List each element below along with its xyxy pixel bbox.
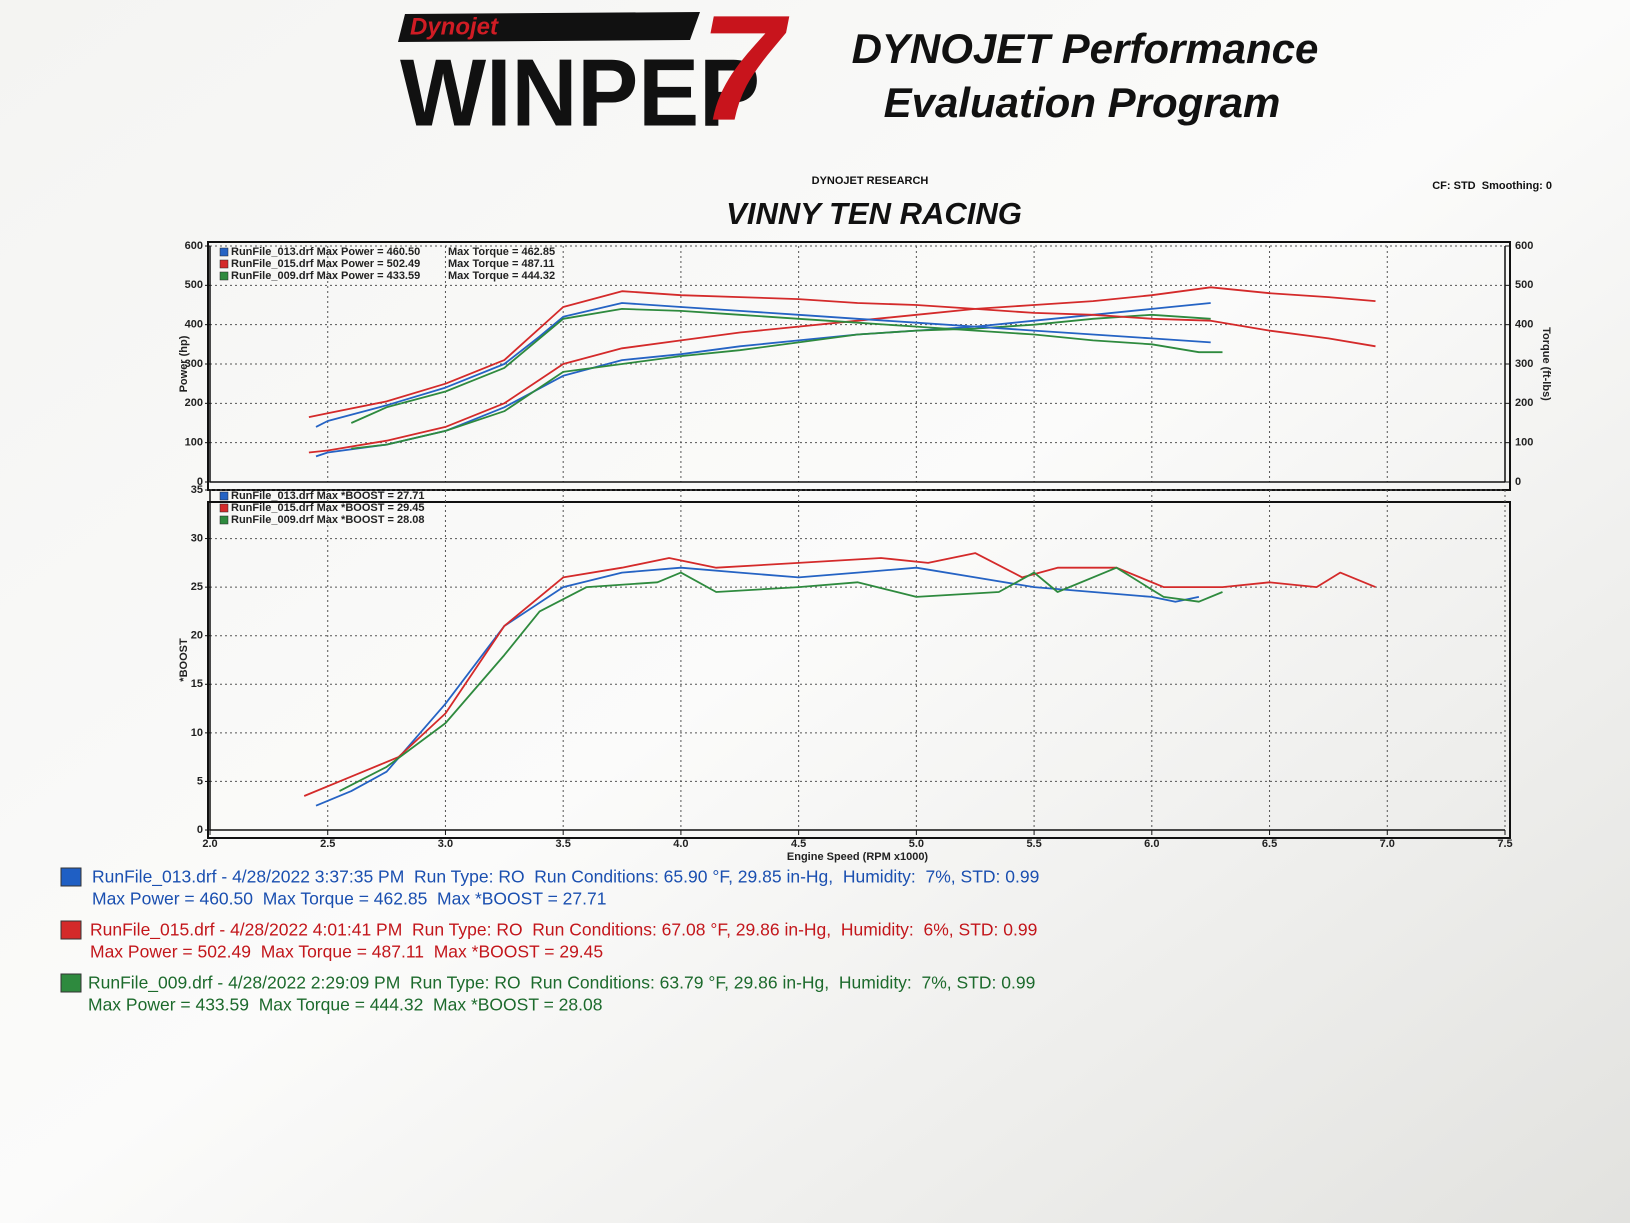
legend-entry: RunFile_015.drf Max Power = 502.49 — [231, 258, 420, 270]
legend-swatch — [219, 247, 229, 257]
y-tick-label: 0 — [197, 824, 203, 836]
series-line — [315, 302, 1211, 428]
x-tick-label: 6.5 — [1262, 838, 1277, 850]
y-tick-label: 20 — [191, 630, 203, 642]
x-tick-label: 3.5 — [556, 838, 571, 850]
legend-swatch — [219, 271, 229, 281]
y2-axis-label: Torque (ft-lbs) — [1540, 327, 1552, 401]
y-tick-label: 15 — [191, 678, 203, 690]
logo-banner — [398, 12, 700, 42]
y-axis-label: Power (hp) — [178, 335, 190, 392]
header-subtitle: Evaluation Program — [884, 79, 1281, 126]
x-tick-label: 6.0 — [1144, 838, 1159, 850]
y2-tick-label: 200 — [1515, 397, 1533, 409]
logo-brand: Dynojet — [410, 13, 499, 40]
y2-tick-label: 400 — [1515, 319, 1533, 331]
x-axis-label: Engine Speed (RPM x1000) — [787, 851, 929, 863]
run-swatch — [60, 867, 82, 887]
x-tick-label: 2.0 — [202, 838, 217, 850]
x-tick-label: 5.0 — [909, 838, 924, 850]
y-tick-label: 25 — [191, 581, 203, 593]
chart-frame — [207, 241, 1511, 491]
run-details: RunFile_009.drf - 4/28/2022 2:29:09 PM R… — [88, 973, 1035, 994]
run-swatch — [60, 920, 82, 940]
legend-swatch — [219, 503, 229, 513]
legend-entry: RunFile_009.drf Max *BOOST = 28.08 — [231, 514, 425, 526]
y-tick-label: 600 — [185, 240, 203, 252]
logo: Dynojet WINPEP 7 — [398, 0, 790, 152]
x-tick-label: 2.5 — [320, 838, 335, 850]
y-tick-label: 0 — [197, 476, 203, 488]
series-line — [303, 552, 1376, 797]
legend-swatch — [219, 491, 229, 501]
settings: CF: STD Smoothing: 0 — [1432, 180, 1552, 192]
x-tick-label: 7.0 — [1380, 838, 1395, 850]
y-axis-label: *BOOST — [178, 638, 190, 682]
y-tick-label: 100 — [185, 437, 203, 449]
x-tick-label: 4.0 — [673, 838, 688, 850]
series-line — [315, 566, 1200, 807]
run-summary: Max Power = 502.49 Max Torque = 487.11 M… — [90, 942, 603, 962]
charts: 01002003004005006000100200300400500600Po… — [178, 240, 1552, 863]
y-tick-label: 500 — [185, 279, 203, 291]
legend-entry: RunFile_013.drf Max Power = 460.50 — [231, 246, 420, 258]
logo-main: WINPEP — [400, 39, 760, 146]
legend-entry: Max Torque = 487.11 — [448, 258, 555, 270]
legend-entry: RunFile_013.drf Max *BOOST = 27.71 — [231, 490, 425, 502]
y2-tick-label: 0 — [1515, 476, 1521, 488]
series-line — [308, 290, 1376, 418]
y-tick-label: 35 — [191, 484, 203, 496]
run-details: RunFile_015.drf - 4/28/2022 4:01:41 PM R… — [90, 920, 1037, 941]
report-title: VINNY TEN RACING — [726, 196, 1022, 231]
series-line — [339, 566, 1223, 792]
x-tick-label: 4.5 — [791, 838, 806, 850]
run-summary: Max Power = 433.59 Max Torque = 444.32 M… — [88, 995, 602, 1015]
y2-tick-label: 500 — [1515, 279, 1533, 291]
series-line — [350, 308, 1223, 424]
legend-entry: RunFile_015.drf Max *BOOST = 29.45 — [231, 502, 425, 514]
header-title: DYNOJET Performance — [852, 25, 1319, 72]
logo-number: 7 — [700, 0, 790, 152]
legend-swatch — [219, 515, 229, 525]
y-tick-label: 200 — [185, 397, 203, 409]
y2-tick-label: 300 — [1515, 358, 1533, 370]
run-list: RunFile_013.drf - 4/28/2022 3:37:35 PM R… — [60, 867, 1039, 1015]
legend-entry: Max Torque = 462.85 — [448, 246, 555, 258]
y-tick-label: 5 — [197, 775, 203, 787]
run-summary: Max Power = 460.50 Max Torque = 462.85 M… — [92, 889, 606, 909]
legend-swatch — [219, 259, 229, 269]
chart-frame — [207, 501, 1511, 839]
y-tick-label: 30 — [191, 532, 203, 544]
company: DYNOJET RESEARCH — [812, 175, 929, 187]
run-details: RunFile_013.drf - 4/28/2022 3:37:35 PM R… — [92, 867, 1039, 888]
series-line — [308, 286, 1376, 454]
x-tick-label: 5.5 — [1026, 838, 1041, 850]
legend-entry: Max Torque = 444.32 — [448, 270, 555, 282]
y2-tick-label: 100 — [1515, 437, 1533, 449]
y-tick-label: 300 — [185, 358, 203, 370]
y-tick-label: 10 — [191, 727, 203, 739]
x-tick-label: 3.0 — [438, 838, 453, 850]
y2-tick-label: 600 — [1515, 240, 1533, 252]
x-tick-label: 7.5 — [1497, 838, 1512, 850]
run-swatch — [60, 973, 82, 993]
y-tick-label: 400 — [185, 319, 203, 331]
series-line — [351, 313, 1211, 450]
legend-entry: RunFile_009.drf Max Power = 433.59 — [231, 270, 420, 282]
